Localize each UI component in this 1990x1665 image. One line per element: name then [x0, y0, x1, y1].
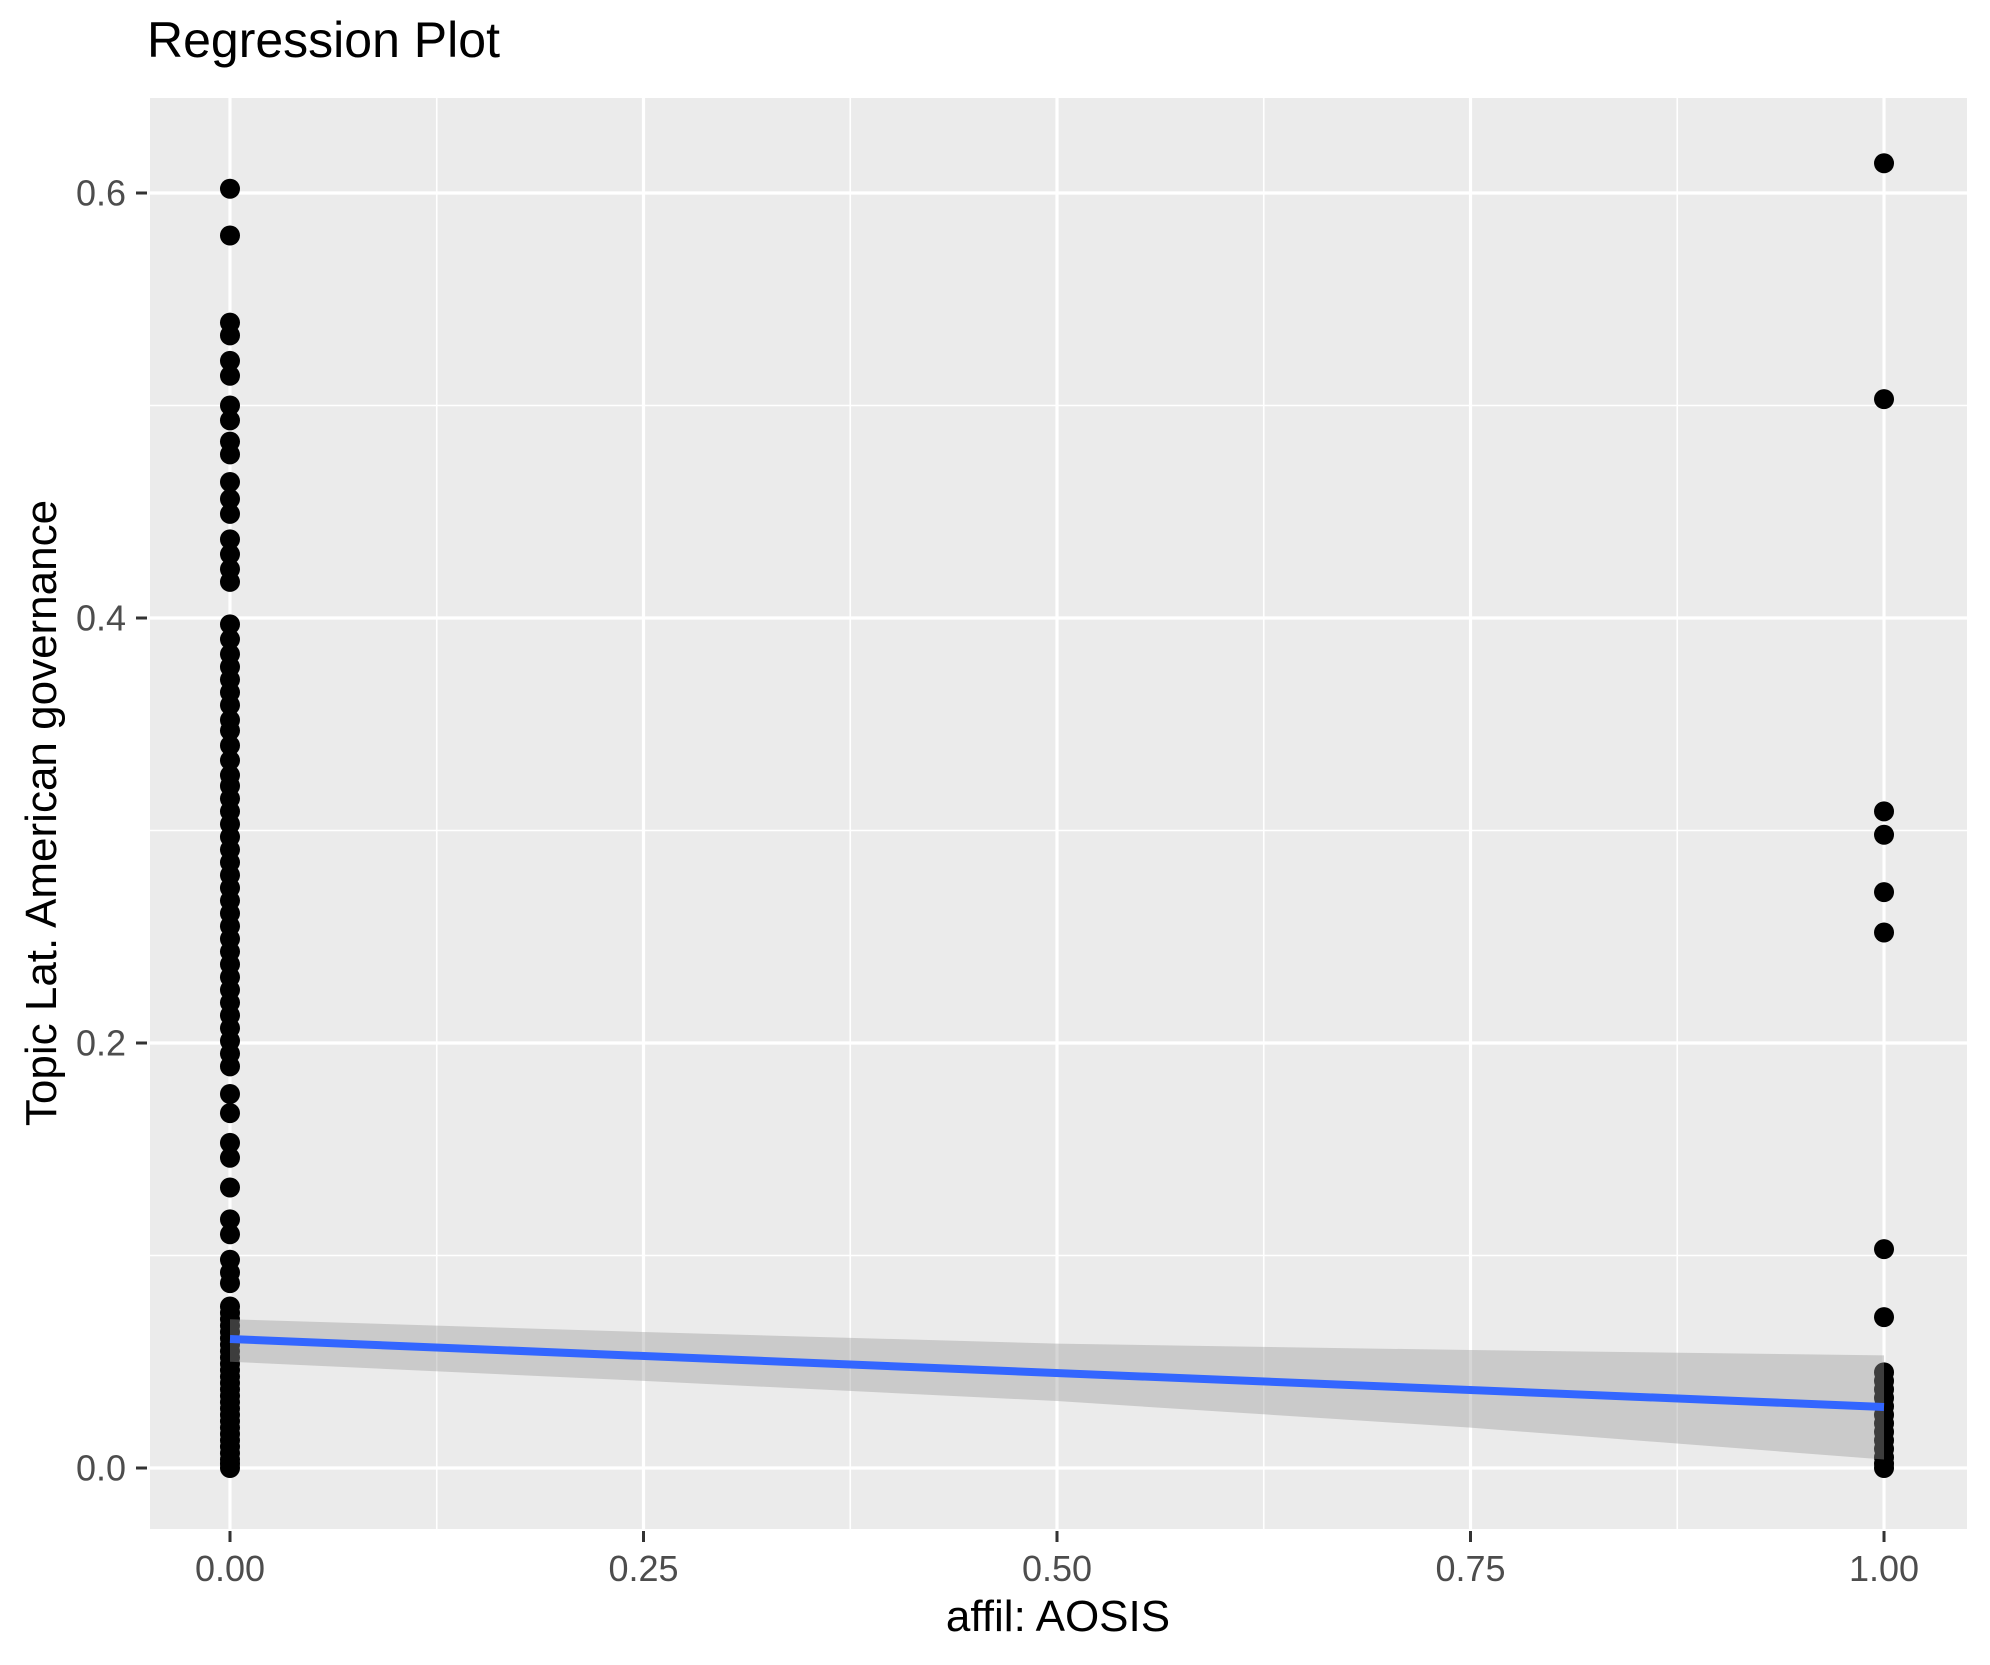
scatter-points-x0: [219, 178, 240, 1478]
data-point: [1874, 153, 1895, 174]
data-point: [1874, 882, 1895, 903]
data-point: [219, 529, 240, 550]
data-point: [219, 614, 240, 635]
data-point: [1874, 1239, 1895, 1260]
x-axis-title: affil: AOSIS: [945, 1592, 1171, 1641]
data-point: [219, 489, 240, 510]
plot-title: Regression Plot: [147, 12, 500, 68]
data-point: [219, 365, 240, 386]
x-tick-label: 0.75: [1435, 1548, 1505, 1589]
data-point: [219, 444, 240, 465]
data-point: [219, 1056, 240, 1077]
data-point: [219, 571, 240, 592]
data-point: [219, 1103, 240, 1124]
y-tick-label: 0.2: [76, 1022, 126, 1063]
regression-line: [229, 1335, 1885, 1412]
data-point: [1874, 1307, 1895, 1328]
data-point: [219, 1132, 240, 1153]
data-point: [1874, 801, 1895, 822]
data-point: [219, 350, 240, 371]
data-point: [219, 1177, 240, 1198]
x-tick-label: 0.50: [1022, 1548, 1092, 1589]
data-point: [219, 1209, 240, 1230]
major-gridlines: [150, 98, 1967, 1529]
data-point: [219, 410, 240, 431]
data-point: [219, 1273, 240, 1294]
data-point: [1874, 824, 1895, 845]
data-point: [219, 629, 240, 650]
data-point: [219, 225, 240, 246]
data-point: [219, 472, 240, 493]
data-point: [219, 503, 240, 524]
data-point: [219, 325, 240, 346]
data-point: [219, 1147, 240, 1168]
data-point: [219, 735, 240, 756]
x-tick-label: 1.00: [1849, 1548, 1919, 1589]
x-tick-label: 0.00: [195, 1548, 265, 1589]
data-point: [219, 720, 240, 741]
data-point: [219, 178, 240, 199]
axis-tick-marks: [136, 191, 1886, 1542]
data-point: [1874, 922, 1895, 943]
data-point: [1874, 389, 1895, 410]
y-tick-label: 0.6: [76, 173, 126, 214]
data-point: [219, 395, 240, 416]
data-point: [219, 750, 240, 771]
data-point: [1874, 1457, 1895, 1478]
data-point: [219, 1083, 240, 1104]
data-point: [219, 544, 240, 565]
data-point: [219, 695, 240, 716]
y-tick-label: 0.4: [76, 598, 126, 639]
scatter-points-x1: [1874, 153, 1895, 1478]
data-point: [219, 1457, 240, 1478]
data-point: [219, 1224, 240, 1245]
y-axis-title: Topic Lat. American governance: [17, 499, 66, 1127]
y-tick-label: 0.0: [76, 1447, 126, 1488]
x-tick-label: 0.25: [608, 1548, 678, 1589]
